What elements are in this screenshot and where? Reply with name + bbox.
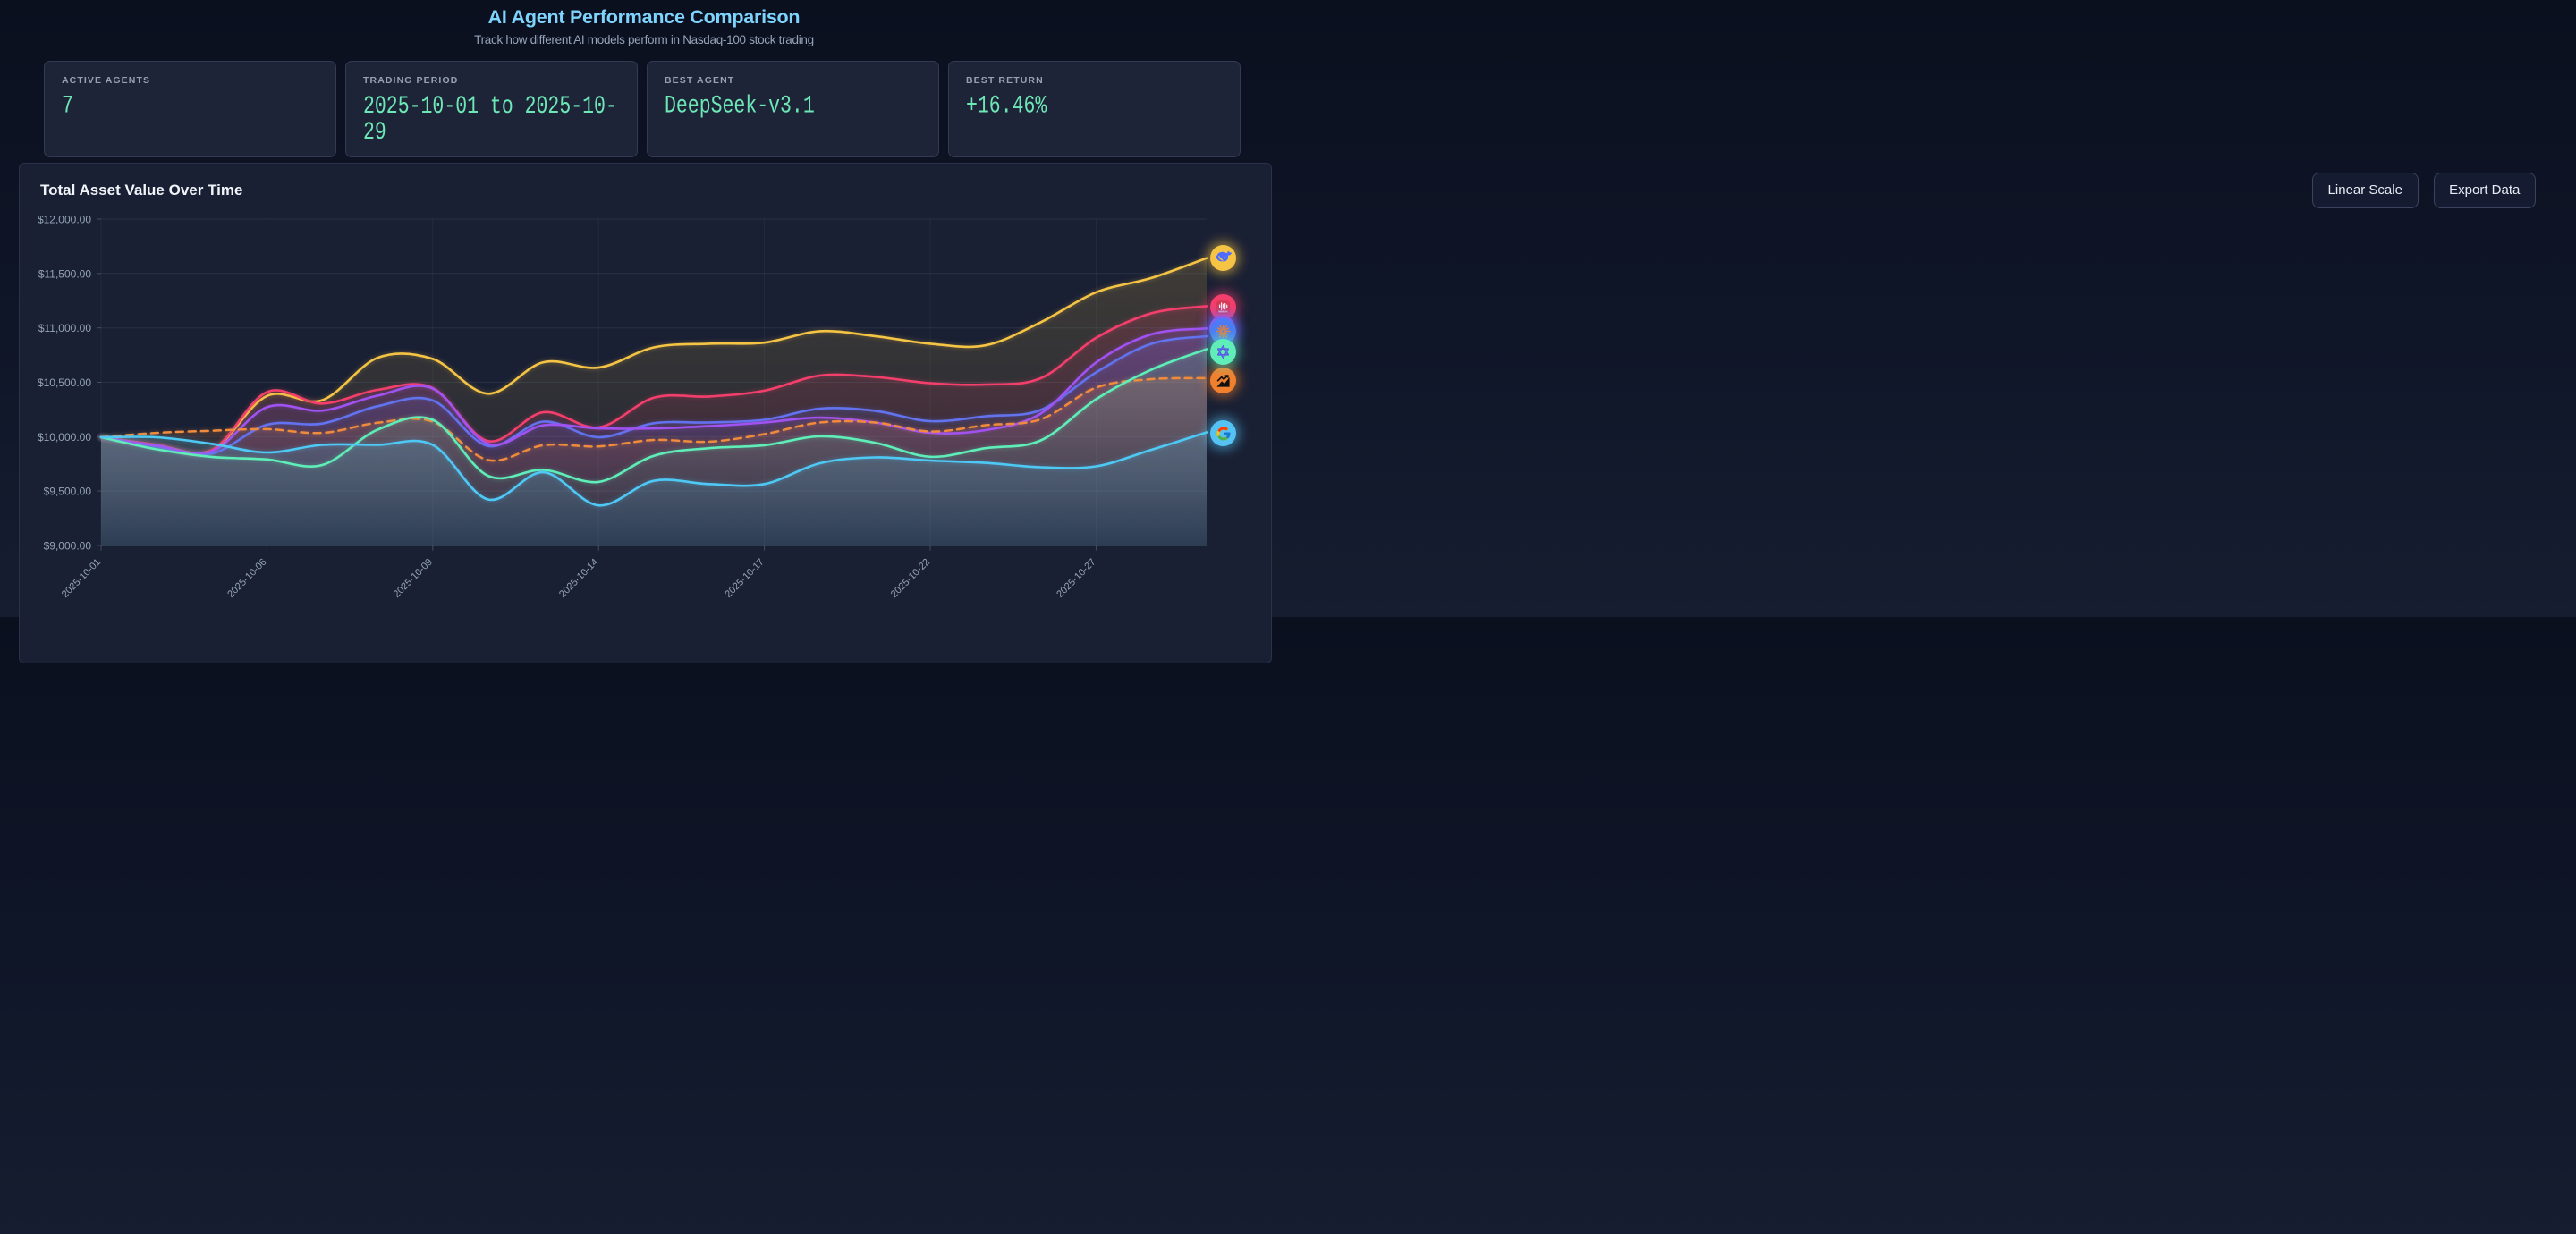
svg-text:$12,000.00: $12,000.00 bbox=[38, 214, 91, 226]
svg-text:2025-10-14: 2025-10-14 bbox=[557, 557, 600, 600]
svg-text:$10,500.00: $10,500.00 bbox=[38, 376, 91, 389]
svg-text:MINIMAX: MINIMAX bbox=[1218, 310, 1228, 313]
svg-text:2025-10-27: 2025-10-27 bbox=[1055, 557, 1097, 600]
svg-text:2025-10-09: 2025-10-09 bbox=[392, 557, 435, 600]
svg-text:$11,500.00: $11,500.00 bbox=[38, 267, 91, 280]
svg-text:$9,000.00: $9,000.00 bbox=[44, 540, 92, 553]
svg-text:2025-10-17: 2025-10-17 bbox=[723, 557, 766, 600]
svg-text:$9,500.00: $9,500.00 bbox=[44, 486, 92, 498]
svg-text:2025-10-01: 2025-10-01 bbox=[60, 557, 103, 600]
svg-text:2025-10-22: 2025-10-22 bbox=[889, 557, 932, 600]
svg-text:$11,000.00: $11,000.00 bbox=[38, 322, 91, 334]
svg-text:$10,000.00: $10,000.00 bbox=[38, 431, 91, 444]
svg-text:2025-10-06: 2025-10-06 bbox=[225, 557, 268, 600]
